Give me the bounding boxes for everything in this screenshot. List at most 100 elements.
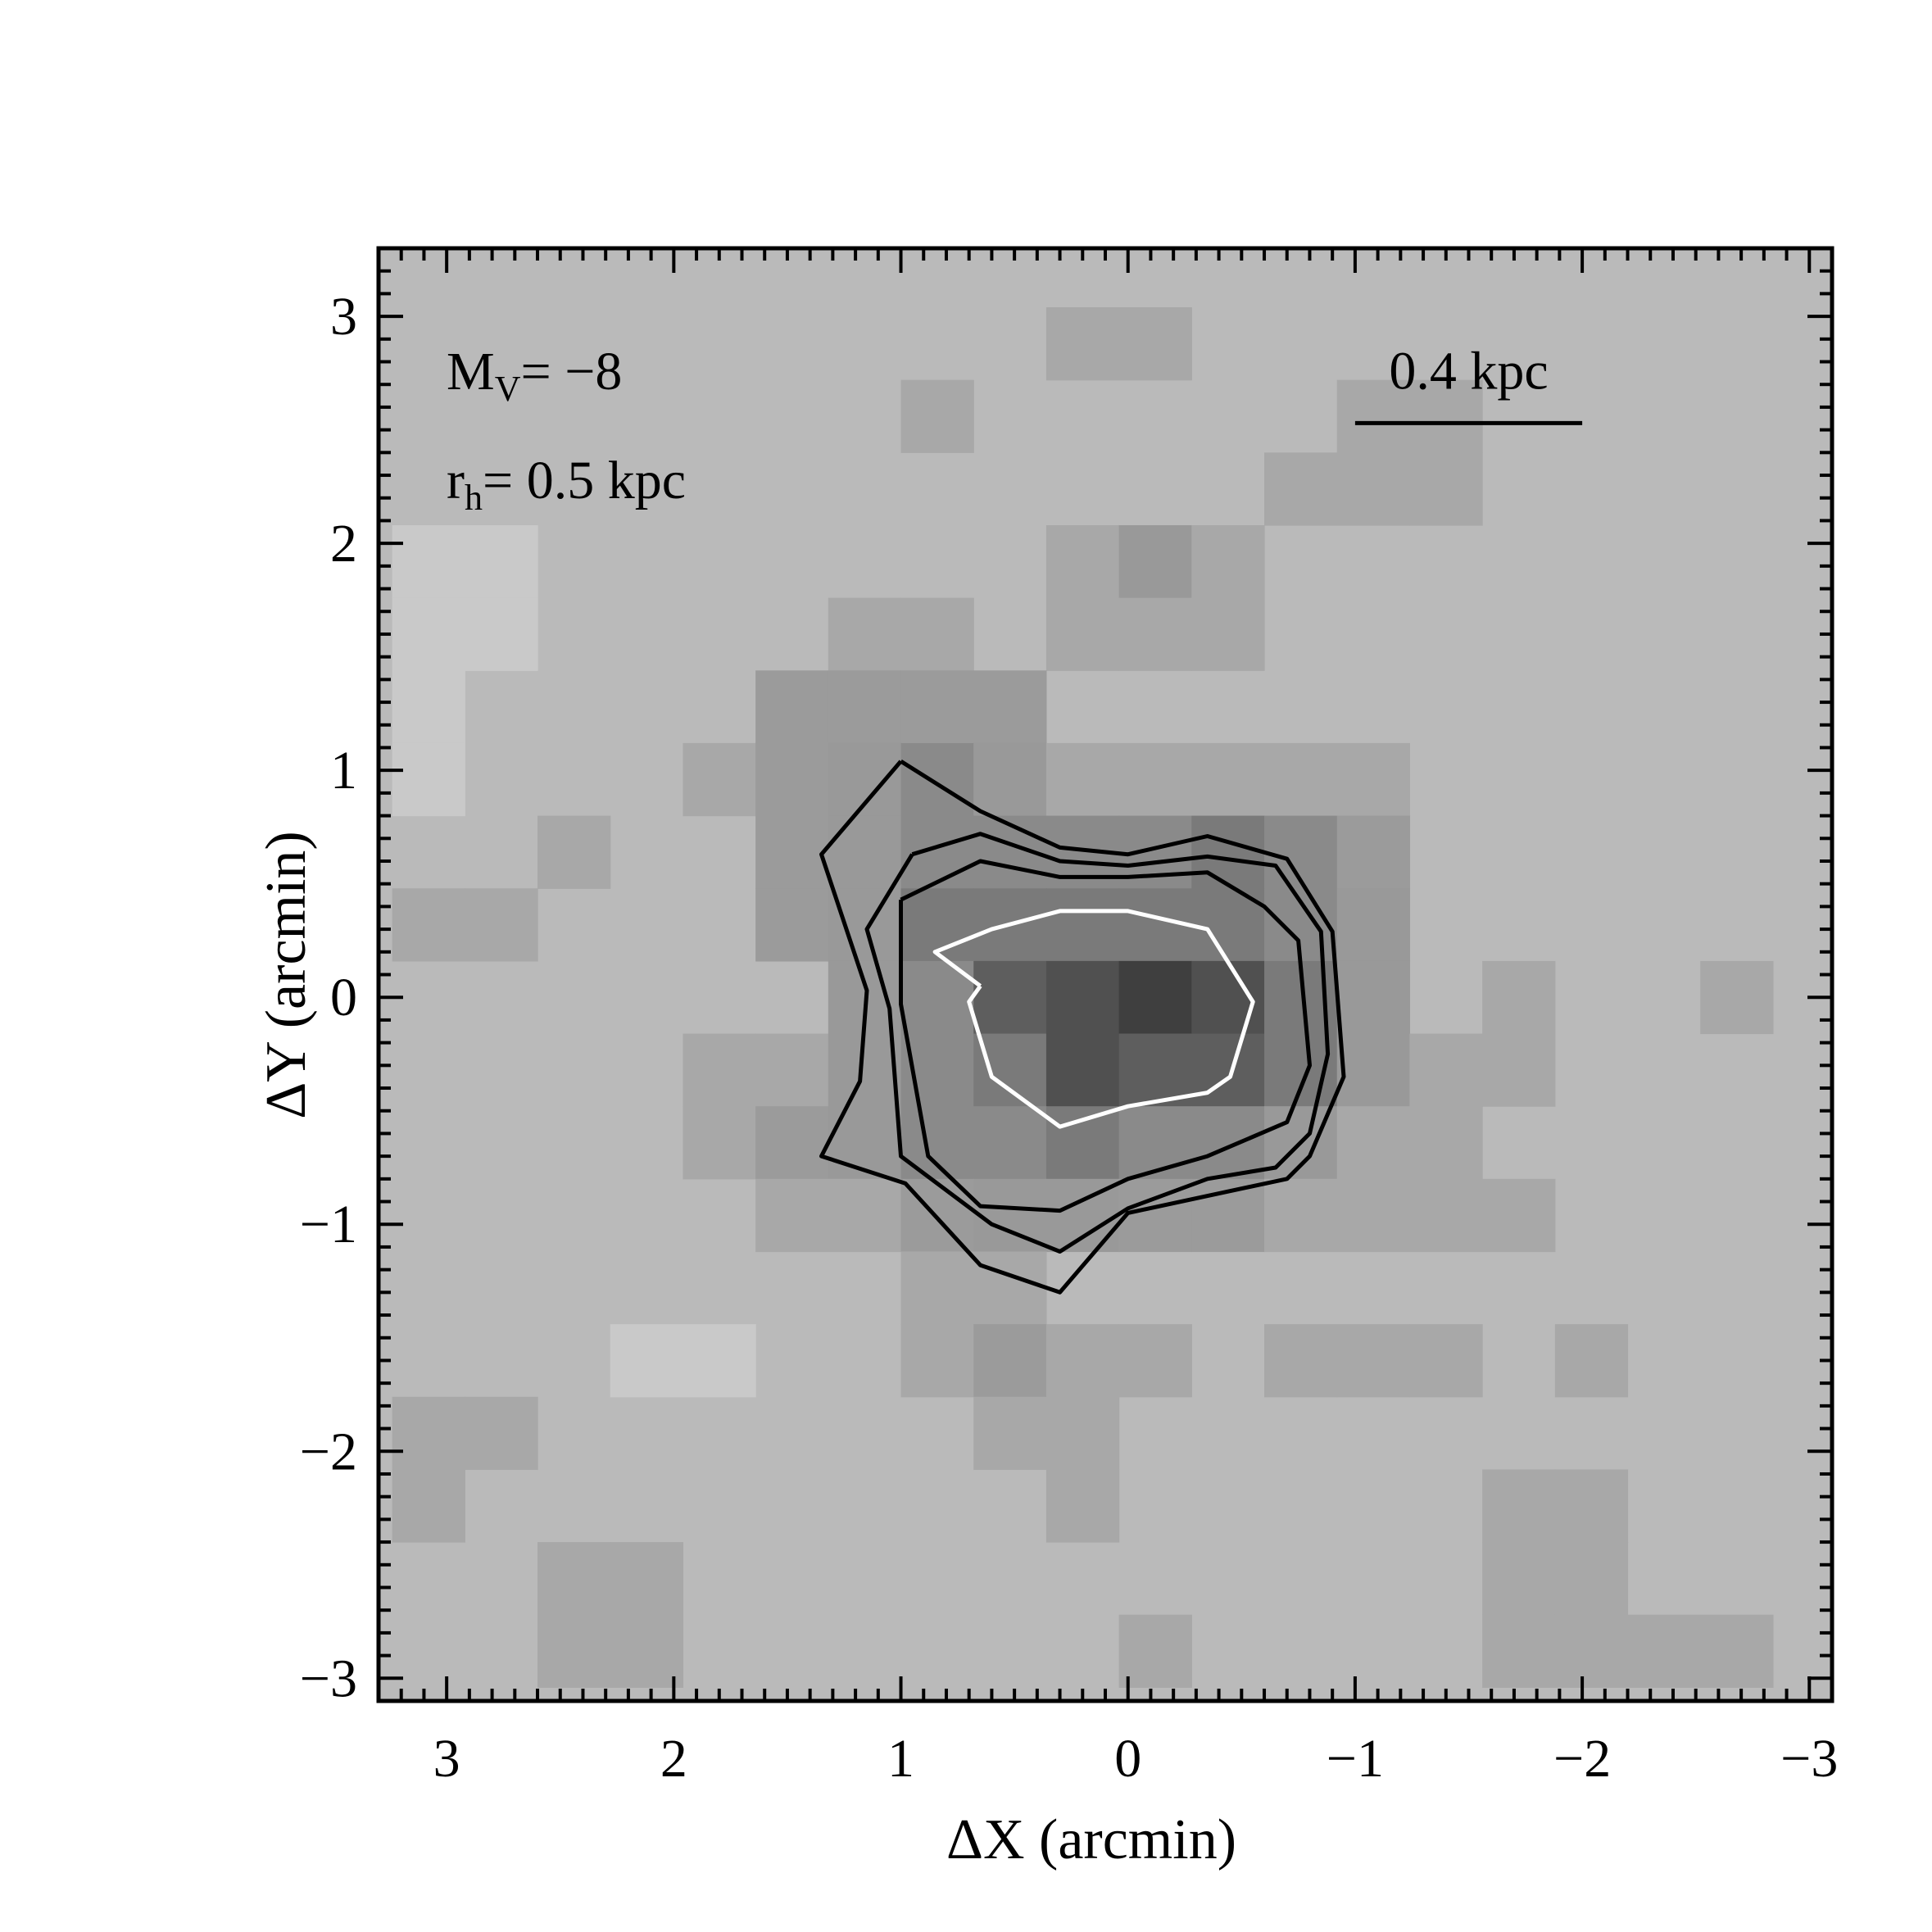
x-tick-label: −3 [1780, 1729, 1838, 1789]
heatmap-cell [1045, 888, 1120, 962]
heatmap-cell [755, 888, 829, 962]
heatmap-cell [755, 742, 829, 817]
heatmap-cells [392, 307, 1774, 1688]
heatmap-cell [1045, 960, 1120, 1035]
plot-frame [376, 246, 1834, 1703]
y-tick-label: −3 [300, 1649, 357, 1708]
heatmap-cell [1045, 1469, 1120, 1543]
heatmap-cell [683, 1033, 756, 1107]
heatmap-cell [392, 1469, 465, 1543]
heatmap-cell [1627, 1614, 1701, 1688]
heatmap-cell [1554, 1542, 1629, 1616]
x-axis-title: ΔX (arcmin) [946, 1808, 1236, 1871]
scale-bar-label: 0.4 kpc [1389, 341, 1548, 401]
mv-annotation: MV= −8 [447, 342, 622, 409]
heatmap-cell [1191, 524, 1265, 599]
heatmap-cell [392, 524, 465, 599]
y-tick-label: −2 [300, 1422, 357, 1481]
heatmap-cell [465, 888, 538, 962]
heatmap-cell [392, 888, 465, 962]
heatmap-cell [1482, 1542, 1556, 1616]
heatmap-cell [1482, 960, 1556, 1035]
heatmap-cell [610, 1324, 684, 1398]
heatmap-cell [1336, 452, 1411, 526]
heatmap-cell [465, 597, 538, 671]
heatmap-cell [1191, 1106, 1265, 1180]
heatmap-cell [683, 1106, 756, 1180]
heatmap-cell [973, 670, 1047, 744]
heatmap-cell [1264, 452, 1338, 526]
heatmap-cell [900, 1106, 974, 1180]
heatmap-cell [1118, 1614, 1192, 1688]
y-tick-label: 2 [330, 514, 357, 574]
heatmap-cell [973, 1033, 1047, 1107]
heatmap-cell [1409, 1033, 1483, 1107]
heatmap-cell [1554, 1469, 1629, 1543]
heatmap-cell [683, 1324, 756, 1398]
heatmap-cell [973, 1251, 1047, 1325]
heatmap-cell [1118, 307, 1192, 381]
heatmap-cell [1045, 1324, 1120, 1398]
heatmap-cell [1336, 379, 1411, 453]
heatmap-cell [900, 670, 974, 744]
x-tick-label: 0 [1114, 1729, 1141, 1789]
heatmap-cell [537, 1542, 611, 1616]
x-tick-label: 3 [433, 1729, 460, 1789]
x-tick-label: −1 [1327, 1729, 1384, 1789]
heatmap-cell [828, 888, 902, 962]
heatmap-cell [1264, 1324, 1338, 1398]
heatmap-cell [1554, 1614, 1629, 1688]
heatmap-cell [828, 1033, 902, 1107]
heatmap-cell [1191, 597, 1265, 671]
heatmap-cell [1191, 815, 1265, 889]
heatmap-cell [1118, 960, 1192, 1035]
heatmap-cell [1045, 1396, 1120, 1471]
contour-line-3 [899, 859, 1312, 1213]
heatmap-cell [1118, 1106, 1192, 1180]
heatmap-cell [683, 742, 756, 817]
heatmap-cell [1264, 815, 1338, 889]
contour-line-4 [932, 909, 1255, 1129]
x-tick-label: 1 [887, 1729, 914, 1789]
heatmap-cell [755, 815, 829, 889]
heatmap-cell [1264, 1178, 1338, 1253]
heatmap-cell [973, 960, 1047, 1035]
contour-lines [819, 759, 1346, 1295]
heatmap-cell [1336, 1033, 1411, 1107]
heatmap-cell [1554, 1324, 1629, 1398]
heatmap-cell [900, 742, 974, 817]
heatmap-cell [828, 597, 902, 671]
heatmap-cell [1045, 307, 1120, 381]
heatmap-cell [973, 1396, 1047, 1471]
heatmap-cell [755, 1033, 829, 1107]
heatmap-cell [1336, 742, 1411, 817]
contour-line-2 [864, 832, 1331, 1254]
heatmap-cell [973, 1106, 1047, 1180]
heatmap-cell [1118, 742, 1192, 817]
heatmap-cell [755, 670, 829, 744]
heatmap-cell [1118, 524, 1192, 599]
heatmap-cell [1409, 1178, 1483, 1253]
heatmap-cell [900, 1324, 974, 1398]
contour-line-1 [819, 759, 1346, 1295]
heatmap-cell [900, 815, 974, 889]
heatmap-cell [1700, 1614, 1774, 1688]
tick-labels: 3 2 1 0 −1 −2 −3 −3 −2 −1 0 1 2 3 [300, 287, 1839, 1789]
heatmap-cell [1482, 1178, 1556, 1253]
heatmap-cell [1482, 1033, 1556, 1107]
heatmap-cell [1336, 888, 1411, 962]
heatmap-cell [1409, 1324, 1483, 1398]
heatmap-cell [1409, 379, 1483, 453]
heatmap-cell [755, 1106, 829, 1180]
heatmap-cell [1336, 1324, 1411, 1398]
heatmap-cell [537, 1614, 611, 1688]
heatmap-cell [1045, 742, 1120, 817]
heatmap-cell [828, 1178, 902, 1253]
y-tick-label: 3 [330, 287, 357, 347]
y-tick-label: −1 [300, 1195, 357, 1254]
heatmap-cell [973, 1324, 1047, 1398]
rh-annotation: rh= 0.5 kpc [447, 451, 686, 518]
heatmap-cell [1264, 742, 1338, 817]
heatmap-cell [392, 670, 465, 744]
